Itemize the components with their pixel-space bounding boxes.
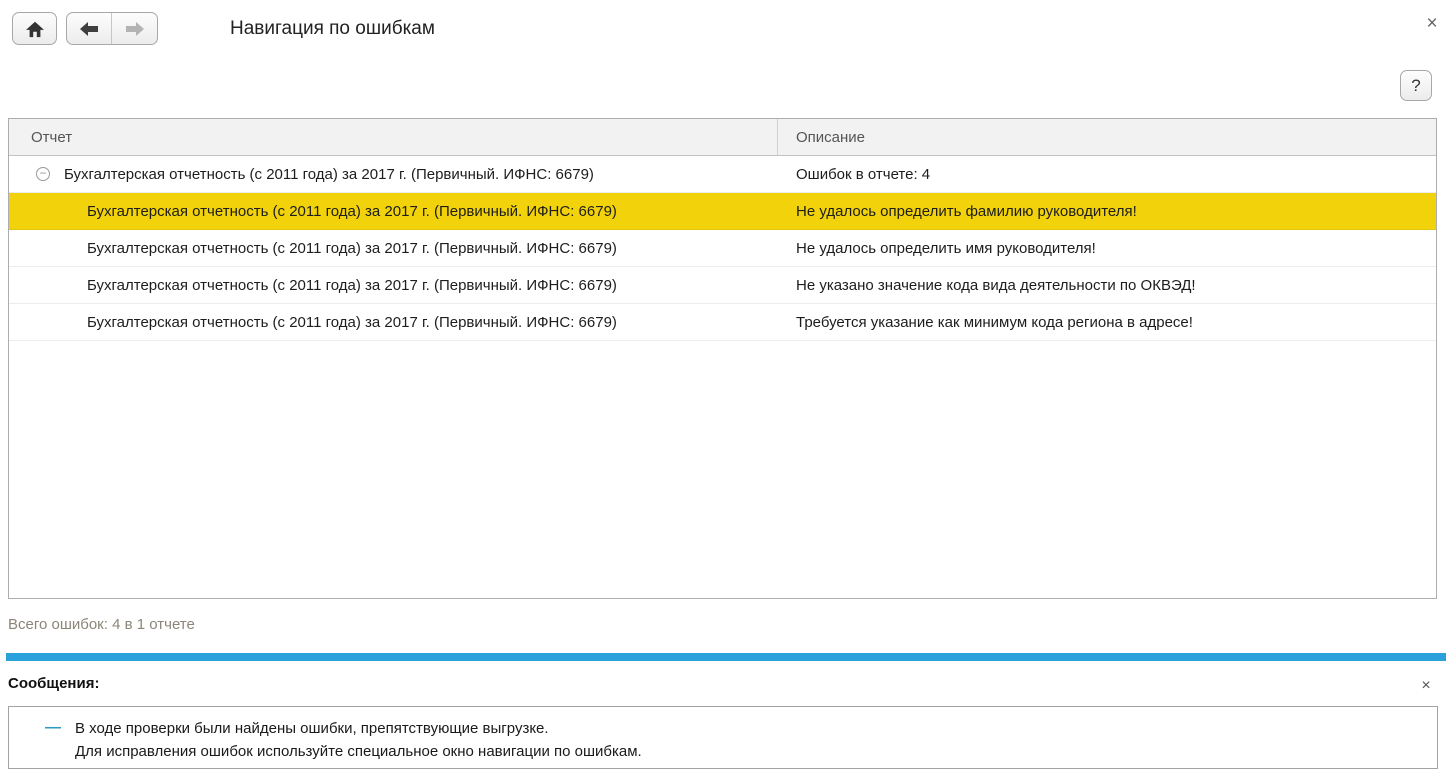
page-title: Навигация по ошибкам (230, 18, 435, 39)
table-row[interactable]: Бухгалтерская отчетность (с 2011 года) з… (9, 304, 1436, 341)
messages-panel-title: Сообщения: (8, 675, 100, 692)
message-line-2: Для исправления ошибок используйте специ… (75, 743, 642, 760)
description-cell: Не указано значение кода вида деятельнос… (796, 276, 1196, 294)
description-cell: Требуется указание как минимум кода реги… (796, 313, 1193, 331)
report-label: Бухгалтерская отчетность (с 2011 года) з… (87, 202, 617, 220)
window-close-button[interactable]: × (1426, 13, 1438, 34)
help-button[interactable]: ? (1400, 70, 1432, 101)
report-cell: Бухгалтерская отчетность (с 2011 года) з… (9, 193, 778, 229)
toolbar: Навигация по ошибкам × (0, 0, 1446, 60)
column-header-description[interactable]: Описание (796, 128, 866, 146)
history-nav-group (66, 12, 158, 45)
message-item[interactable]: — В ходе проверки были найдены ошибки, п… (9, 707, 1437, 763)
table-row[interactable]: Бухгалтерская отчетность (с 2011 года) з… (9, 267, 1436, 304)
report-cell: Бухгалтерская отчетность (с 2011 года) з… (9, 304, 778, 340)
table-row-selected[interactable]: Бухгалтерская отчетность (с 2011 года) з… (9, 193, 1436, 230)
table-row[interactable]: − Бухгалтерская отчетность (с 2011 года)… (9, 156, 1436, 193)
total-errors-status: Всего ошибок: 4 в 1 отчете (8, 616, 195, 633)
errors-table: Отчет Описание − Бухгалтерская отчетност… (8, 118, 1437, 599)
arrow-left-icon (78, 21, 100, 37)
messages-close-button[interactable]: × (1421, 677, 1431, 694)
home-icon (25, 20, 45, 38)
panel-splitter[interactable] (6, 653, 1446, 661)
arrow-right-icon (124, 21, 146, 37)
description-cell: Не удалось определить имя руководителя! (796, 239, 1096, 257)
report-label: Бухгалтерская отчетность (с 2011 года) з… (64, 165, 594, 183)
table-row[interactable]: Бухгалтерская отчетность (с 2011 года) з… (9, 230, 1436, 267)
column-header-report[interactable]: Отчет (9, 119, 778, 155)
back-button[interactable] (67, 13, 112, 44)
description-cell: Ошибок в отчете: 4 (796, 165, 931, 183)
messages-panel: — В ходе проверки были найдены ошибки, п… (8, 706, 1438, 769)
report-cell: Бухгалтерская отчетность (с 2011 года) з… (9, 267, 778, 303)
table-header-row: Отчет Описание (9, 119, 1436, 156)
report-label: Бухгалтерская отчетность (с 2011 года) з… (87, 239, 617, 257)
report-label: Бухгалтерская отчетность (с 2011 года) з… (87, 313, 617, 331)
home-button[interactable] (12, 12, 57, 45)
report-cell: Бухгалтерская отчетность (с 2011 года) з… (9, 230, 778, 266)
message-dash-icon: — (45, 719, 61, 736)
message-text: В ходе проверки были найдены ошибки, пре… (75, 717, 642, 763)
report-label: Бухгалтерская отчетность (с 2011 года) з… (87, 276, 617, 294)
collapse-icon[interactable]: − (36, 167, 50, 181)
description-cell: Не удалось определить фамилию руководите… (796, 202, 1137, 220)
message-line-1: В ходе проверки были найдены ошибки, пре… (75, 720, 549, 737)
forward-button[interactable] (112, 13, 157, 44)
report-cell: − Бухгалтерская отчетность (с 2011 года)… (9, 156, 778, 192)
